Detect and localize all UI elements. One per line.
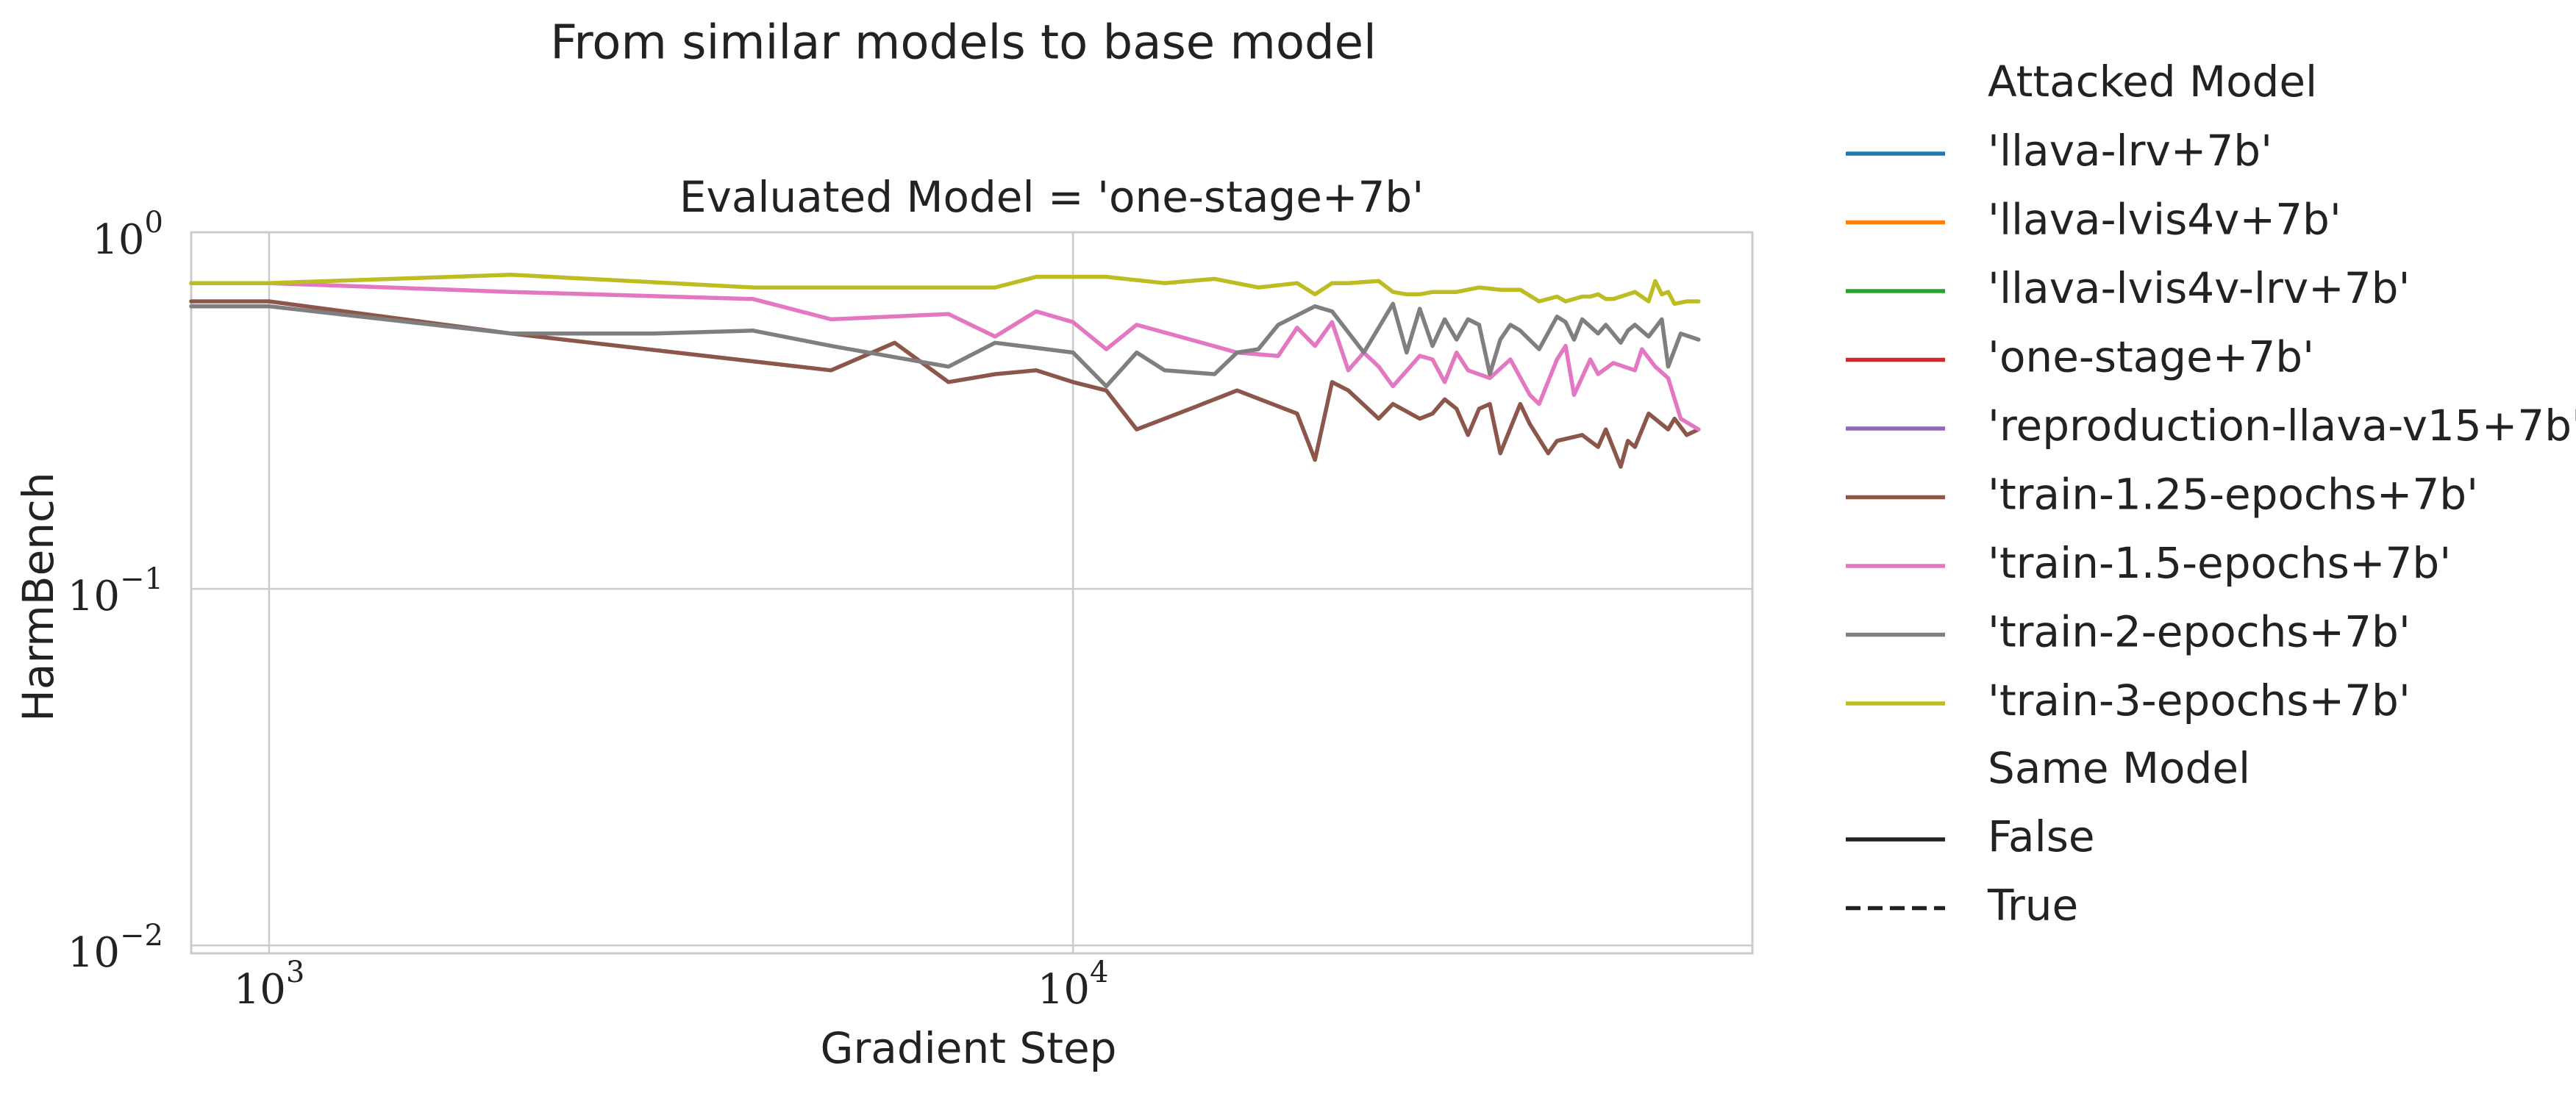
legend-label: 'train-2-epochs+7b' (1988, 607, 2411, 657)
series-line-train-1-25-epochs-7b (189, 299, 1701, 469)
facet-title: Evaluated Model = 'one-stage+7b' (679, 172, 1424, 222)
x-tick-base: 10 (234, 966, 286, 1014)
series-line-train-1-5-epochs-7b (189, 281, 1701, 431)
chart-title: From similar models to base model (550, 16, 1377, 71)
series-line-train-3-epochs-7b (189, 273, 1701, 307)
y-tick-base: 10 (68, 929, 120, 977)
legend-label: 'llava-lvis4v+7b' (1988, 195, 2341, 245)
y-tick-label: 10−1 (68, 562, 163, 620)
legend-label: 'train-1.5-epochs+7b' (1988, 538, 2451, 588)
x-tick-label: 104 (1038, 956, 1109, 1014)
series-lines (189, 273, 1701, 469)
legend-style-label: True (1987, 881, 2078, 931)
x-axis-label: Gradient Step (821, 1023, 1117, 1073)
legend-style-entries: False True (1846, 811, 2095, 931)
legend-title-same-model: Same Model (1988, 743, 2250, 793)
x-tick-label: 103 (234, 956, 305, 1014)
legend-label: 'train-1.25-epochs+7b' (1988, 470, 2478, 520)
legend-label: 'one-stage+7b' (1988, 332, 2314, 382)
y-tick-exponent: 0 (145, 206, 163, 240)
y-axis-label: HarmBench (13, 472, 63, 721)
x-tick-exponent: 4 (1090, 956, 1108, 989)
x-tick-base: 10 (1038, 966, 1090, 1014)
legend-hue-entries: 'llava-lrv+7b' 'llava-lvis4v+7b' 'llava-lv… (1846, 126, 2576, 725)
y-tick-exponent: −2 (120, 919, 163, 953)
y-tick-label: 10−2 (68, 919, 163, 977)
legend: Attacked Model 'llava-lrv+7b' 'llava-lvis… (1846, 57, 2576, 931)
legend-label: 'llava-lvis4v-lrv+7b' (1988, 263, 2410, 313)
legend-title-attacked-model: Attacked Model (1988, 57, 2317, 107)
y-tick-exponent: −1 (120, 562, 163, 596)
plot-frame (190, 231, 1754, 955)
legend-label: 'reproduction-llava-v15+7b' (1988, 401, 2576, 451)
y-tick-base: 10 (92, 216, 144, 264)
series-line-train-2-epochs-7b (189, 301, 1701, 389)
x-tick-exponent: 3 (286, 956, 304, 989)
legend-style-label: False (1988, 811, 2095, 861)
y-tick-base: 10 (68, 573, 120, 620)
legend-label: 'llava-lrv+7b' (1988, 126, 2272, 176)
legend-label: 'train-3-epochs+7b' (1988, 675, 2411, 725)
y-tick-label: 100 (92, 206, 163, 264)
x-tick-labels: 103 104 (234, 956, 1109, 1014)
